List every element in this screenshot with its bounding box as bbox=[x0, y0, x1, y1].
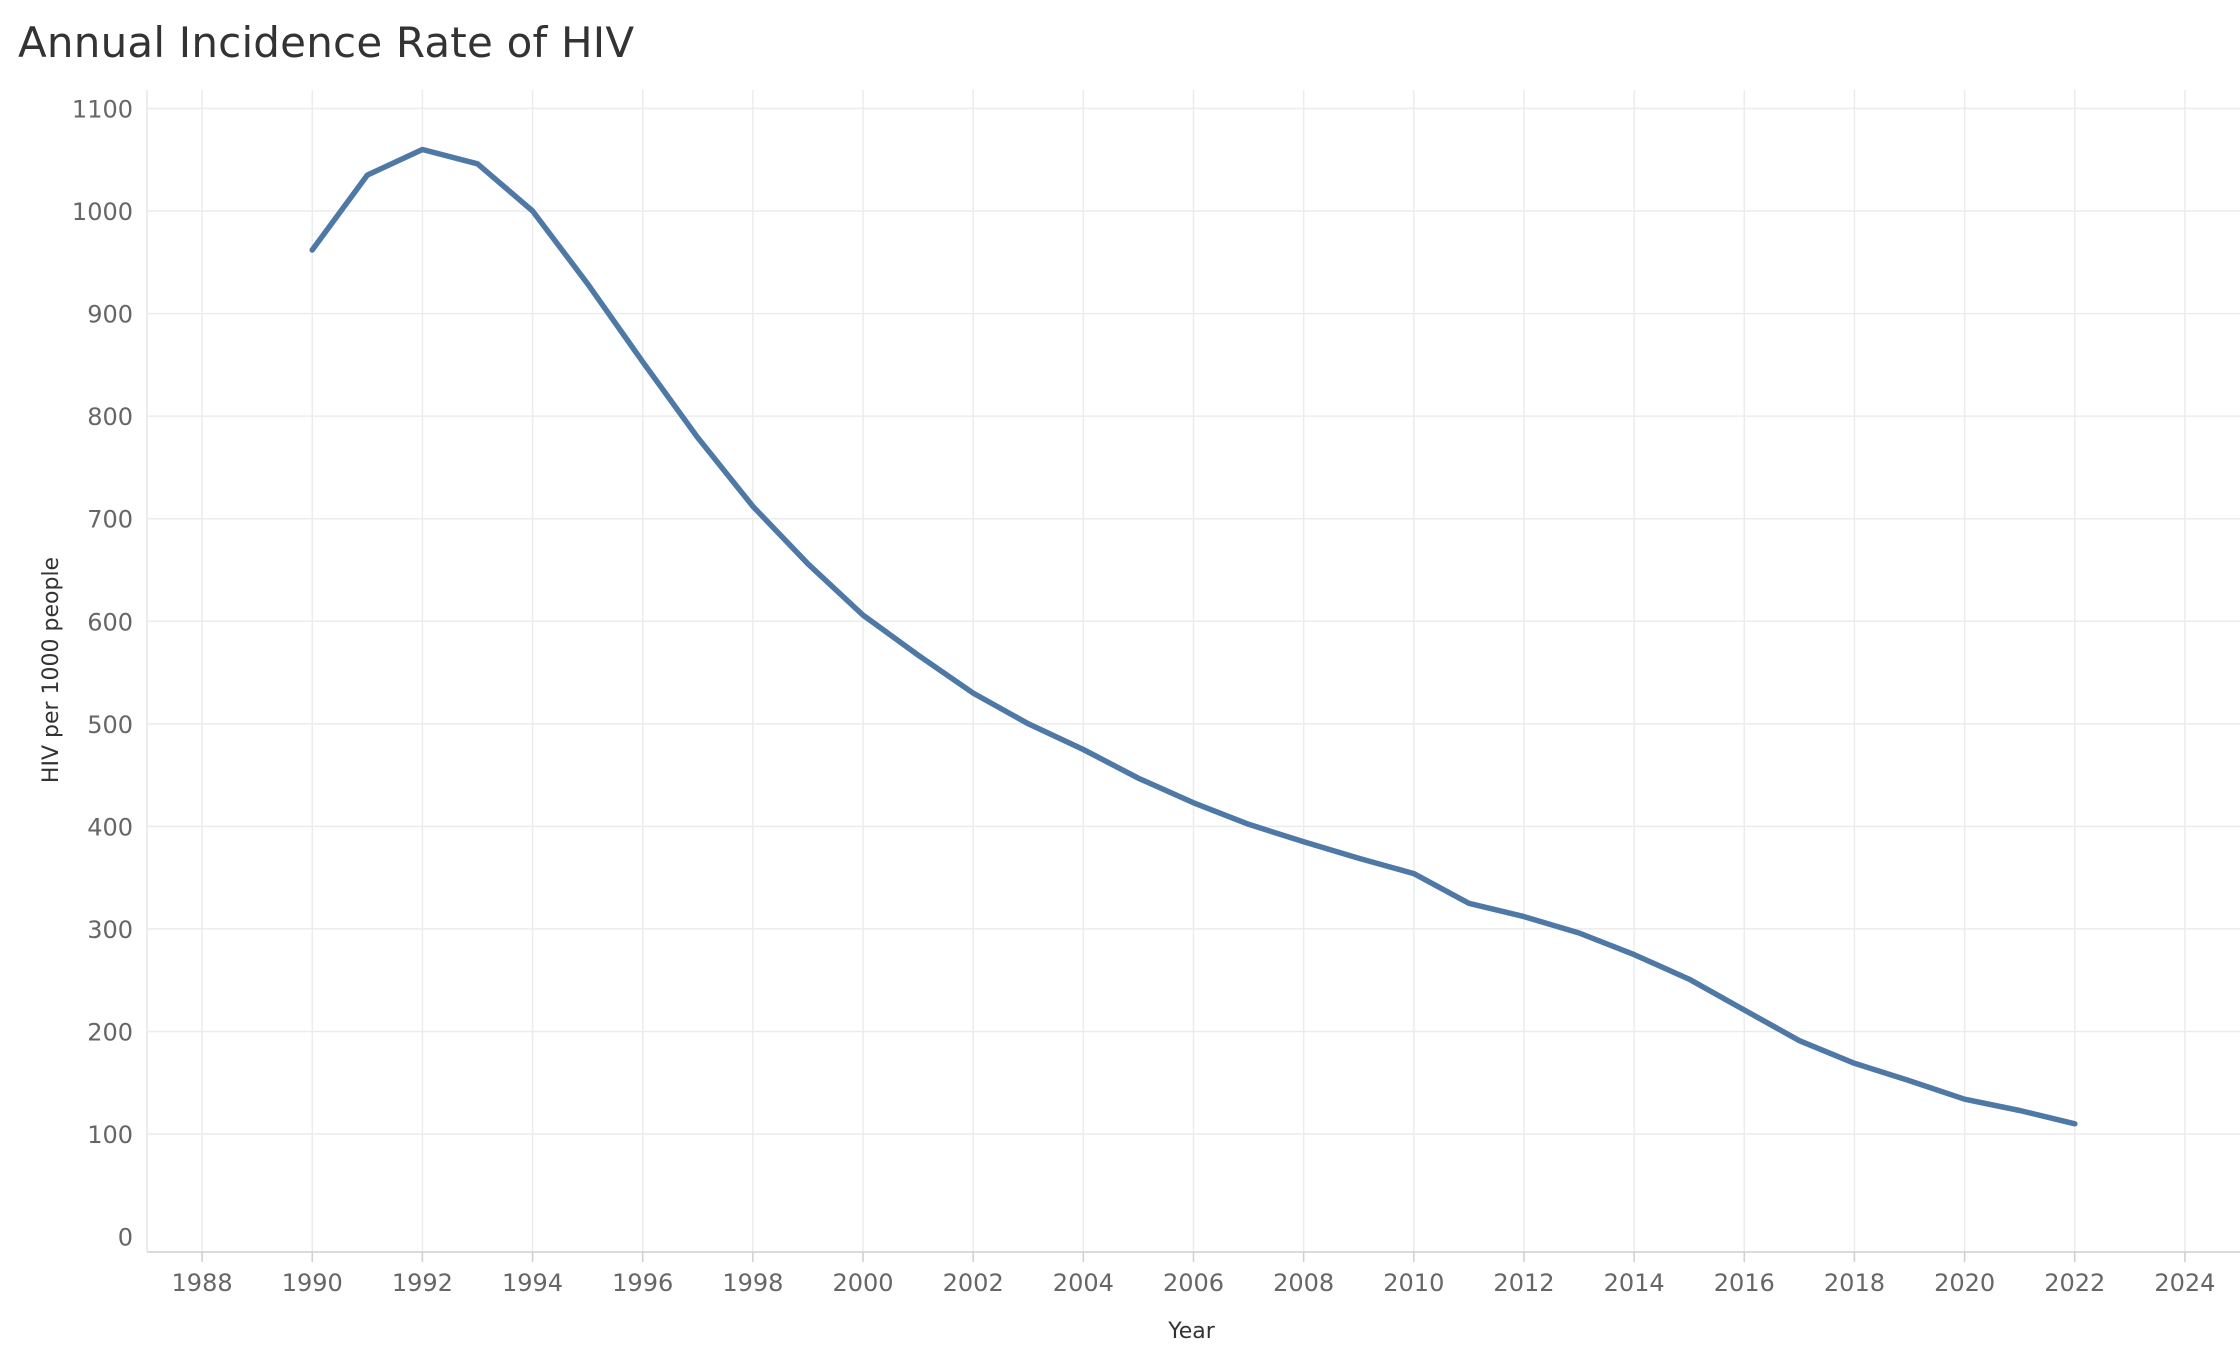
y-tick-label: 100 bbox=[87, 1121, 133, 1149]
y-tick-label: 500 bbox=[87, 711, 133, 739]
grid-lines bbox=[147, 90, 2240, 1252]
x-tick-label: 2004 bbox=[1053, 1269, 1114, 1297]
y-tick-label: 200 bbox=[87, 1018, 133, 1046]
y-tick-label: 300 bbox=[87, 916, 133, 944]
axes bbox=[146, 90, 2240, 1262]
x-tick-label: 2006 bbox=[1163, 1269, 1224, 1297]
y-tick-label: 900 bbox=[87, 301, 133, 329]
y-axis-title: HIV per 1000 people bbox=[39, 557, 64, 783]
series-layer bbox=[309, 146, 2078, 1127]
x-axis-title: Year bbox=[1167, 1319, 1216, 1344]
y-tick-label: 1100 bbox=[72, 95, 133, 123]
y-tick-label: 700 bbox=[87, 506, 133, 534]
y-tick-label: 400 bbox=[87, 813, 133, 841]
x-tick-label: 1996 bbox=[612, 1269, 673, 1297]
x-tick-label: 2002 bbox=[943, 1269, 1004, 1297]
x-tick-label: 2020 bbox=[1934, 1269, 1995, 1297]
x-tick-label: 1988 bbox=[172, 1269, 233, 1297]
x-tick-label: 1990 bbox=[282, 1269, 343, 1297]
x-tick-label: 2010 bbox=[1383, 1269, 1444, 1297]
x-tick-label: 2008 bbox=[1273, 1269, 1334, 1297]
x-tick-label: 2014 bbox=[1604, 1269, 1665, 1297]
x-tick-label: 2022 bbox=[2044, 1269, 2105, 1297]
x-tick-label: 2018 bbox=[1824, 1269, 1885, 1297]
y-tick-label: 600 bbox=[87, 608, 133, 636]
x-tick-label: 1994 bbox=[502, 1269, 563, 1297]
chart-title: Annual Incidence Rate of HIV bbox=[18, 18, 635, 67]
y-tick-label: 0 bbox=[118, 1224, 133, 1252]
x-tick-label: 1992 bbox=[392, 1269, 453, 1297]
tick-labels: 0 100 200 300 400 500 600 700 800 900 1000 1100 1988… bbox=[72, 95, 2216, 1297]
y-tick-label: 800 bbox=[87, 403, 133, 431]
x-tick-label: 2024 bbox=[2154, 1269, 2215, 1297]
x-tick-label: 2012 bbox=[1493, 1269, 1554, 1297]
x-tick-label: 2000 bbox=[832, 1269, 893, 1297]
x-tick-label: 2016 bbox=[1714, 1269, 1775, 1297]
y-tick-label: 1000 bbox=[72, 198, 133, 226]
series-line bbox=[309, 146, 2078, 1127]
x-tick-label: 1998 bbox=[722, 1269, 783, 1297]
